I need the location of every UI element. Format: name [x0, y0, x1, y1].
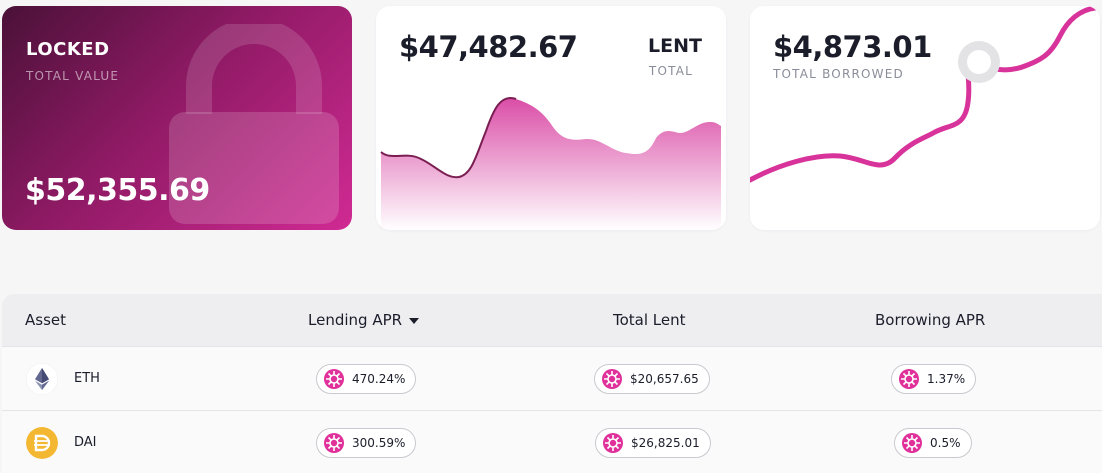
- locked-total-value: $52,355.69: [25, 173, 210, 208]
- lent-sparkline-line: [380, 97, 517, 179]
- rate-token-icon: [899, 369, 919, 389]
- borrowed-trend-line: [750, 6, 1098, 183]
- lent-subtitle: TOTAL: [648, 64, 693, 78]
- borrowed-trend-path: [750, 6, 1098, 183]
- rate-token-icon: [324, 433, 344, 453]
- lent-card: $47,482.67 LENT TOTAL: [376, 6, 726, 230]
- borrowing-apr-pill: 1.37%: [891, 364, 977, 394]
- total-lent-pill: $20,657.65: [594, 364, 710, 394]
- header-lending-apr[interactable]: Lending APR: [308, 311, 420, 329]
- locked-title: LOCKED: [26, 39, 110, 60]
- header-asset[interactable]: Asset: [25, 311, 67, 329]
- table-row[interactable]: ETH 470.24% $20,657.65 1.37%: [2, 346, 1102, 410]
- locked-subtitle: TOTAL VALUE: [26, 69, 120, 83]
- rate-token-icon: [324, 369, 344, 389]
- header-lending-apr-label: Lending APR: [308, 311, 403, 329]
- lock-icon: [169, 24, 339, 224]
- total-lent-value: $26,825.01: [631, 436, 700, 450]
- borrowing-apr-pill: 0.5%: [894, 428, 972, 458]
- borrowing-apr-value: 1.37%: [927, 372, 966, 386]
- total-lent-pill: $26,825.01: [595, 428, 711, 458]
- table-header: Asset Lending APR Total Lent Borrowing A…: [2, 294, 1102, 346]
- lending-apr-pill: 300.59%: [316, 428, 417, 458]
- lent-label: LENT: [648, 35, 702, 57]
- lending-apr-value: 300.59%: [352, 436, 406, 450]
- lent-total-value: $47,482.67: [399, 30, 578, 64]
- asset-name: ETH: [74, 371, 100, 386]
- lending-apr-pill: 470.24%: [316, 364, 417, 394]
- rate-token-icon: [603, 433, 623, 453]
- asset-table: Asset Lending APR Total Lent Borrowing A…: [2, 294, 1102, 473]
- lent-sparkline: [380, 97, 721, 230]
- eth-icon: [26, 363, 58, 395]
- borrowed-marker-dot: [967, 50, 991, 74]
- locked-card: LOCKED TOTAL VALUE $52,355.69: [2, 6, 352, 230]
- table-row[interactable]: DAI 300.59% $26,825.01 0.5%: [2, 410, 1102, 473]
- dai-icon: [26, 427, 58, 459]
- borrowing-apr-value: 0.5%: [930, 436, 961, 450]
- caret-down-icon: [409, 317, 420, 324]
- borrowed-subtitle: TOTAL BORROWED: [773, 67, 904, 81]
- asset-name: DAI: [74, 435, 97, 450]
- lending-apr-value: 470.24%: [352, 372, 406, 386]
- rate-token-icon: [602, 369, 622, 389]
- total-lent-value: $20,657.65: [630, 372, 699, 386]
- borrowed-total-value: $4,873.01: [773, 30, 932, 64]
- borrowed-card: $4,873.01 TOTAL BORROWED: [750, 6, 1100, 230]
- lent-sparkline-area: [381, 97, 721, 230]
- header-borrowing-apr[interactable]: Borrowing APR: [875, 311, 986, 329]
- rate-token-icon: [902, 433, 922, 453]
- header-total-lent[interactable]: Total Lent: [613, 311, 686, 329]
